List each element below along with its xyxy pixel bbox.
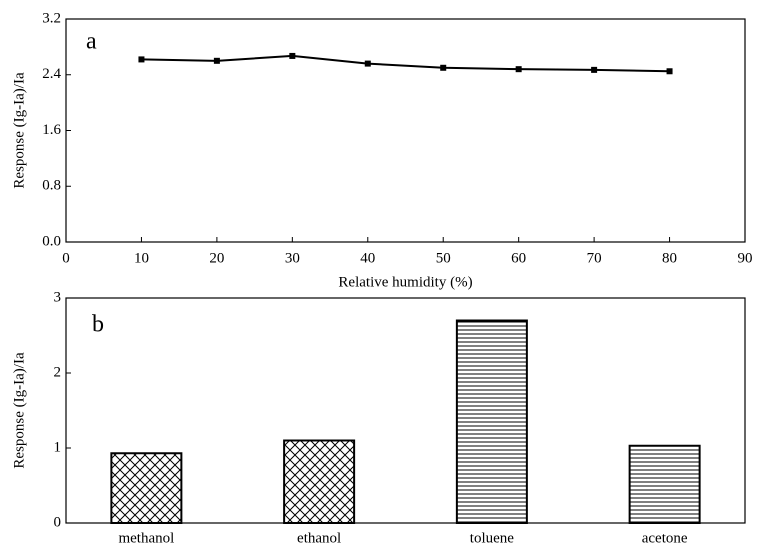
x-tick-label: 30	[285, 250, 300, 266]
plot-frame	[65, 297, 746, 524]
y-tick-label: 0.8	[42, 178, 61, 194]
y-tick-label: 3.2	[42, 10, 61, 26]
x-tick-label: ethanol	[297, 530, 341, 546]
x-tick-label: 80	[662, 250, 677, 266]
bar	[110, 452, 183, 524]
x-tick-label: 0	[62, 250, 70, 266]
y-axis-label: Response (Ig-Ia)/Ia	[11, 72, 27, 189]
y-tick-label: 2	[54, 364, 62, 380]
y-tick-label: 0.0	[42, 233, 61, 249]
x-tick-label: 10	[134, 250, 149, 266]
y-tick-label: 3	[54, 289, 62, 305]
y-tick-label: 1	[54, 439, 62, 455]
x-tick-label: acetone	[642, 530, 688, 546]
point-marker	[591, 66, 598, 73]
bar	[283, 439, 356, 524]
x-tick-label: 20	[209, 250, 224, 266]
x-tick-label: 70	[587, 250, 602, 266]
plot-frame	[65, 18, 746, 243]
point-marker	[666, 68, 673, 75]
bar	[628, 444, 701, 524]
x-axis-label: Relative humidity (%)	[338, 274, 472, 290]
y-tick-label: 1.6	[42, 122, 61, 138]
panel-label: b	[92, 312, 104, 338]
y-tick-label: 2.4	[42, 66, 61, 82]
point-marker	[213, 57, 220, 64]
x-tick-label: 60	[511, 250, 526, 266]
y-axis-label: Response (Ig-Ia)/Ia	[11, 352, 27, 469]
x-tick-label: methanol	[118, 530, 174, 546]
x-tick-label: toluene	[470, 530, 514, 546]
point-marker	[138, 56, 145, 63]
x-tick-label: 40	[360, 250, 375, 266]
bar	[455, 319, 528, 524]
x-tick-label: 90	[738, 250, 753, 266]
point-marker	[364, 60, 371, 67]
panel-label: a	[86, 29, 97, 55]
line-series	[141, 54, 670, 73]
y-tick-label: 0	[54, 514, 62, 530]
x-tick-label: 50	[436, 250, 451, 266]
point-marker	[515, 66, 522, 73]
point-marker	[440, 64, 447, 71]
point-marker	[289, 52, 296, 59]
